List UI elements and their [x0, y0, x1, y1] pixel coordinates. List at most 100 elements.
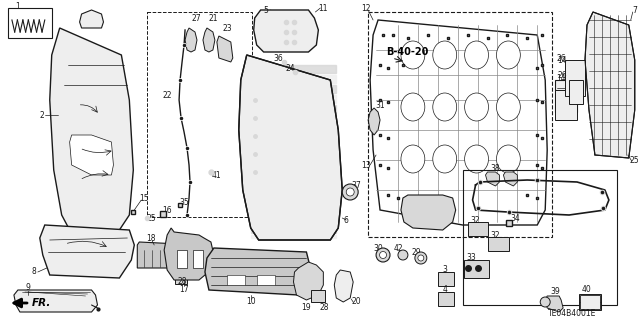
Bar	[468, 222, 488, 236]
Polygon shape	[185, 28, 197, 52]
Polygon shape	[40, 225, 134, 278]
Text: 3: 3	[442, 266, 447, 275]
Ellipse shape	[433, 41, 457, 69]
Polygon shape	[251, 185, 336, 193]
Text: 34: 34	[511, 213, 520, 222]
Polygon shape	[251, 155, 336, 163]
Polygon shape	[251, 175, 336, 183]
Text: 16: 16	[163, 205, 172, 214]
Polygon shape	[239, 55, 342, 240]
Ellipse shape	[465, 93, 488, 121]
Text: 26: 26	[556, 53, 566, 62]
Bar	[175, 274, 187, 284]
Ellipse shape	[415, 252, 427, 264]
Text: 27: 27	[191, 13, 201, 22]
Bar	[177, 250, 187, 268]
Bar	[438, 292, 454, 306]
Polygon shape	[251, 105, 336, 113]
Text: 25: 25	[630, 156, 639, 164]
Text: 37: 37	[351, 180, 361, 189]
Polygon shape	[251, 95, 336, 103]
Ellipse shape	[376, 248, 390, 262]
Text: 38: 38	[491, 164, 500, 172]
Polygon shape	[251, 65, 336, 73]
Ellipse shape	[433, 145, 457, 173]
Polygon shape	[217, 36, 233, 62]
Polygon shape	[251, 225, 336, 233]
Bar	[569, 80, 583, 104]
Bar	[580, 295, 600, 309]
Polygon shape	[251, 145, 336, 153]
Polygon shape	[368, 108, 380, 135]
Polygon shape	[585, 12, 635, 158]
Ellipse shape	[342, 184, 358, 200]
Bar	[488, 237, 509, 251]
Polygon shape	[251, 75, 336, 83]
Text: 15: 15	[140, 194, 149, 203]
Bar	[368, 12, 552, 237]
Text: 28: 28	[319, 302, 329, 311]
Text: 23: 23	[222, 23, 232, 33]
Text: 28: 28	[177, 277, 187, 286]
Polygon shape	[164, 228, 214, 280]
Text: 19: 19	[301, 302, 311, 311]
Polygon shape	[334, 270, 353, 302]
Bar	[147, 12, 252, 217]
Text: 17: 17	[179, 285, 189, 294]
Text: 26: 26	[557, 70, 567, 79]
Ellipse shape	[401, 41, 425, 69]
Ellipse shape	[346, 188, 354, 196]
Ellipse shape	[497, 145, 520, 173]
Text: 14: 14	[556, 74, 566, 83]
Polygon shape	[251, 205, 336, 213]
Text: FR.: FR.	[32, 298, 51, 308]
Text: 10: 10	[246, 298, 255, 307]
Polygon shape	[203, 28, 215, 52]
Ellipse shape	[401, 93, 425, 121]
Polygon shape	[251, 115, 336, 123]
Bar	[8, 8, 52, 38]
Polygon shape	[504, 172, 517, 186]
Text: 4: 4	[442, 285, 447, 294]
Bar	[555, 90, 577, 120]
Polygon shape	[251, 135, 336, 143]
Text: 22: 22	[163, 91, 172, 100]
Text: 39: 39	[550, 287, 560, 297]
Text: 13: 13	[362, 161, 371, 170]
Text: 8: 8	[31, 268, 36, 276]
Bar	[193, 250, 203, 268]
Polygon shape	[138, 242, 204, 268]
Polygon shape	[50, 28, 133, 230]
Text: 18: 18	[147, 234, 156, 243]
Ellipse shape	[418, 255, 424, 261]
Bar	[227, 275, 244, 285]
Text: 21: 21	[208, 13, 218, 22]
Text: TE04B4001E: TE04B4001E	[548, 308, 596, 317]
Text: 14: 14	[557, 55, 567, 65]
Ellipse shape	[398, 250, 408, 260]
Polygon shape	[251, 85, 336, 93]
Polygon shape	[205, 248, 310, 295]
Text: 12: 12	[362, 4, 371, 12]
Polygon shape	[251, 165, 336, 173]
Polygon shape	[251, 125, 336, 133]
Text: 24: 24	[285, 63, 295, 73]
Text: 20: 20	[351, 298, 361, 307]
Text: 42: 42	[393, 244, 403, 252]
Polygon shape	[486, 172, 499, 186]
Polygon shape	[251, 195, 336, 203]
Bar	[463, 170, 617, 305]
Bar	[463, 260, 490, 278]
Polygon shape	[545, 296, 563, 312]
Text: 5: 5	[263, 5, 268, 14]
Bar	[555, 80, 577, 112]
Ellipse shape	[540, 297, 550, 307]
Text: 29: 29	[411, 247, 420, 257]
Bar	[438, 272, 454, 286]
Polygon shape	[251, 235, 336, 238]
Text: 30: 30	[373, 244, 383, 252]
Ellipse shape	[497, 93, 520, 121]
Polygon shape	[14, 290, 97, 312]
Polygon shape	[79, 10, 104, 28]
Text: 25: 25	[147, 213, 156, 222]
